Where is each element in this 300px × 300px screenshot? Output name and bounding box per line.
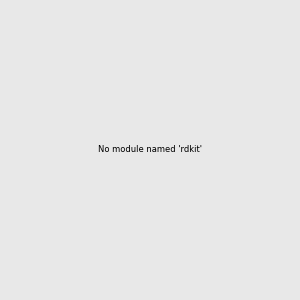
Text: No module named 'rdkit': No module named 'rdkit' [98, 146, 202, 154]
